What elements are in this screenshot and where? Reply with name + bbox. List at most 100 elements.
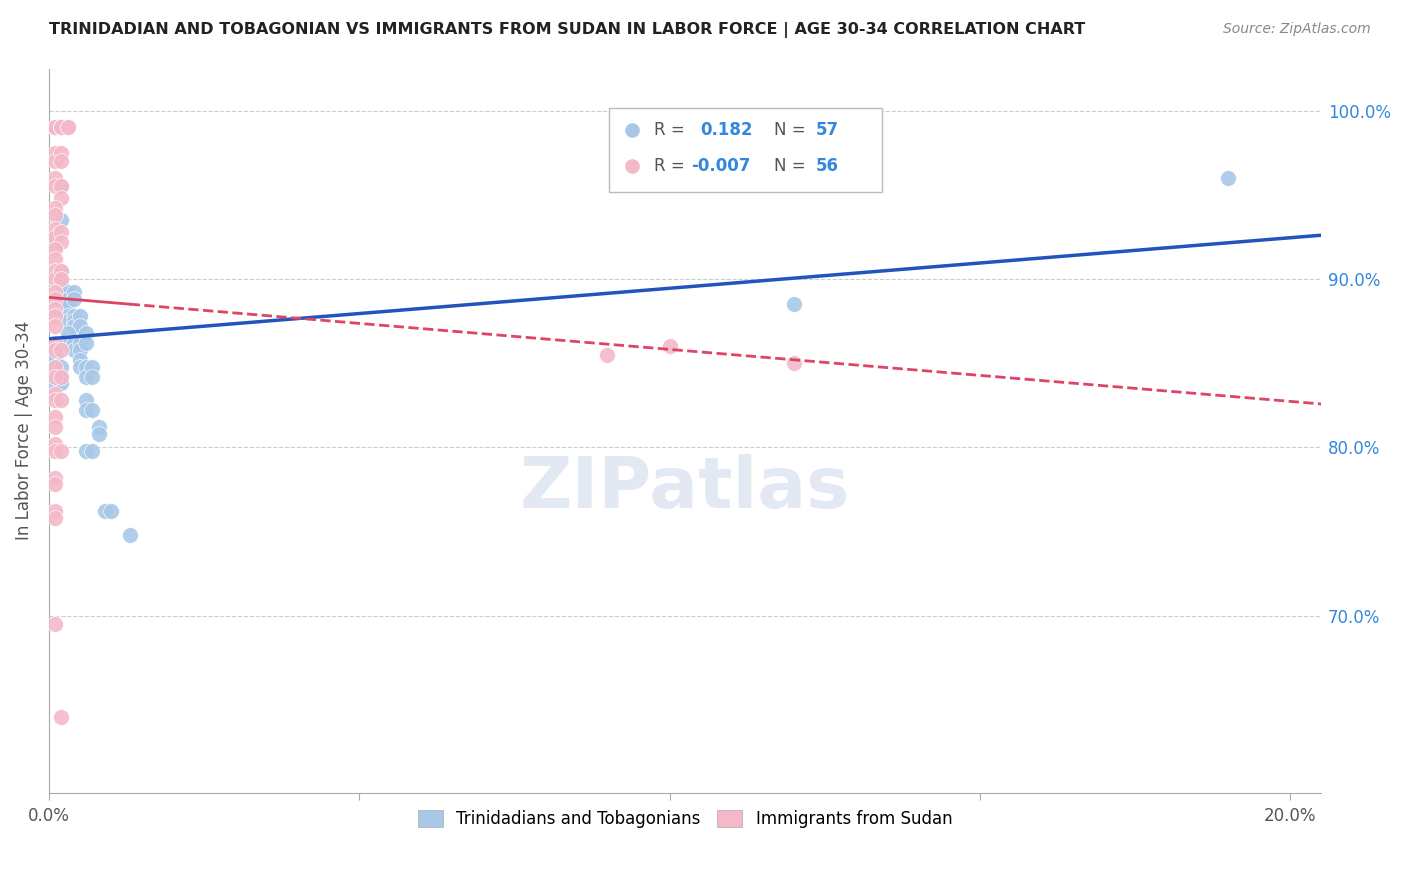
Point bbox=[75, 326, 97, 340]
Point bbox=[44, 252, 66, 266]
Point bbox=[56, 309, 79, 323]
Point bbox=[44, 359, 66, 374]
Point bbox=[44, 471, 66, 485]
Point bbox=[51, 179, 73, 194]
Point bbox=[51, 145, 73, 160]
Point bbox=[51, 443, 73, 458]
Point bbox=[44, 420, 66, 434]
Point bbox=[44, 171, 66, 186]
Point bbox=[44, 120, 66, 135]
Point bbox=[44, 319, 66, 334]
Text: ZIPatlas: ZIPatlas bbox=[520, 454, 851, 523]
Point bbox=[51, 235, 73, 249]
Point bbox=[82, 359, 104, 374]
Text: R =: R = bbox=[654, 157, 685, 176]
Point bbox=[87, 426, 110, 441]
Text: Source: ZipAtlas.com: Source: ZipAtlas.com bbox=[1223, 22, 1371, 37]
Point bbox=[44, 238, 66, 252]
Point bbox=[56, 292, 79, 306]
Point bbox=[62, 336, 84, 351]
Text: 57: 57 bbox=[815, 121, 839, 139]
Point bbox=[51, 710, 73, 724]
Point bbox=[44, 343, 66, 357]
Point bbox=[44, 145, 66, 160]
Point bbox=[51, 272, 73, 286]
Point bbox=[75, 403, 97, 417]
Point bbox=[44, 202, 66, 216]
Point bbox=[100, 504, 122, 518]
Point bbox=[75, 369, 97, 384]
Point bbox=[69, 359, 91, 374]
Point bbox=[51, 120, 73, 135]
Point bbox=[51, 191, 73, 205]
Point bbox=[44, 511, 66, 525]
Point bbox=[44, 504, 66, 518]
Point bbox=[51, 154, 73, 169]
Point bbox=[44, 179, 66, 194]
Point bbox=[51, 369, 73, 384]
Point bbox=[44, 386, 66, 401]
Point bbox=[44, 302, 66, 317]
Point bbox=[44, 359, 66, 374]
Point bbox=[82, 369, 104, 384]
Point bbox=[69, 343, 91, 357]
Point bbox=[56, 120, 79, 135]
FancyBboxPatch shape bbox=[609, 108, 882, 192]
Text: R =: R = bbox=[654, 121, 685, 139]
Point bbox=[51, 376, 73, 391]
Point bbox=[56, 326, 79, 340]
Point bbox=[44, 309, 66, 323]
Text: -0.007: -0.007 bbox=[692, 157, 751, 176]
Point bbox=[51, 179, 73, 194]
Point bbox=[44, 230, 66, 244]
Point bbox=[51, 359, 73, 374]
Legend: Trinidadians and Tobagonians, Immigrants from Sudan: Trinidadians and Tobagonians, Immigrants… bbox=[411, 804, 959, 835]
Point bbox=[51, 263, 73, 277]
Point bbox=[44, 230, 66, 244]
Point bbox=[44, 393, 66, 408]
Point bbox=[75, 336, 97, 351]
Point bbox=[94, 504, 117, 518]
Point bbox=[62, 314, 84, 328]
Point bbox=[69, 319, 91, 334]
Point bbox=[51, 120, 73, 135]
Point bbox=[782, 356, 804, 370]
Point bbox=[51, 285, 73, 300]
Point bbox=[56, 297, 79, 311]
Point bbox=[51, 369, 73, 384]
Point bbox=[44, 369, 66, 384]
Point bbox=[69, 336, 91, 351]
Text: N =: N = bbox=[775, 121, 806, 139]
Point bbox=[75, 393, 97, 408]
Text: TRINIDADIAN AND TOBAGONIAN VS IMMIGRANTS FROM SUDAN IN LABOR FORCE | AGE 30-34 C: TRINIDADIAN AND TOBAGONIAN VS IMMIGRANTS… bbox=[49, 22, 1085, 38]
Point bbox=[44, 437, 66, 451]
Point bbox=[51, 213, 73, 227]
Point bbox=[69, 309, 91, 323]
Point bbox=[51, 272, 73, 286]
Point bbox=[44, 120, 66, 135]
Point bbox=[44, 272, 66, 286]
Point bbox=[44, 221, 66, 235]
Point bbox=[51, 292, 73, 306]
Point bbox=[82, 443, 104, 458]
Point bbox=[62, 309, 84, 323]
Point bbox=[87, 420, 110, 434]
Y-axis label: In Labor Force | Age 30-34: In Labor Force | Age 30-34 bbox=[15, 321, 32, 541]
Point bbox=[56, 120, 79, 135]
Point bbox=[51, 120, 73, 135]
Point bbox=[82, 403, 104, 417]
Point bbox=[44, 285, 66, 300]
Point bbox=[44, 120, 66, 135]
Point bbox=[44, 154, 66, 169]
Point bbox=[44, 343, 66, 357]
Point bbox=[62, 343, 84, 357]
Text: 56: 56 bbox=[815, 157, 839, 176]
Point bbox=[69, 352, 91, 367]
Point bbox=[51, 263, 73, 277]
Point bbox=[118, 528, 141, 542]
Point bbox=[782, 297, 804, 311]
Point bbox=[1216, 171, 1239, 186]
Point bbox=[51, 343, 73, 357]
Point bbox=[658, 339, 681, 353]
Point bbox=[44, 376, 66, 391]
